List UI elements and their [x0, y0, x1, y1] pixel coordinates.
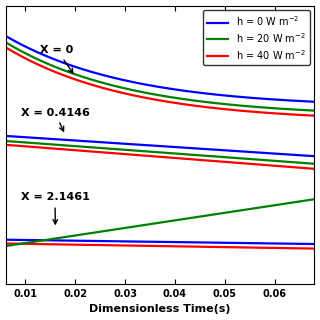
Text: X = 2.1461: X = 2.1461	[20, 193, 89, 224]
Legend: h = 0 W m$^{-2}$, h = 20 W m$^{-2}$, h = 40 W m$^{-2}$: h = 0 W m$^{-2}$, h = 20 W m$^{-2}$, h =…	[203, 11, 309, 65]
Text: X = 0: X = 0	[40, 45, 74, 73]
X-axis label: Dimensionless Time(s): Dimensionless Time(s)	[89, 304, 231, 315]
Text: X = 0.4146: X = 0.4146	[20, 108, 89, 131]
